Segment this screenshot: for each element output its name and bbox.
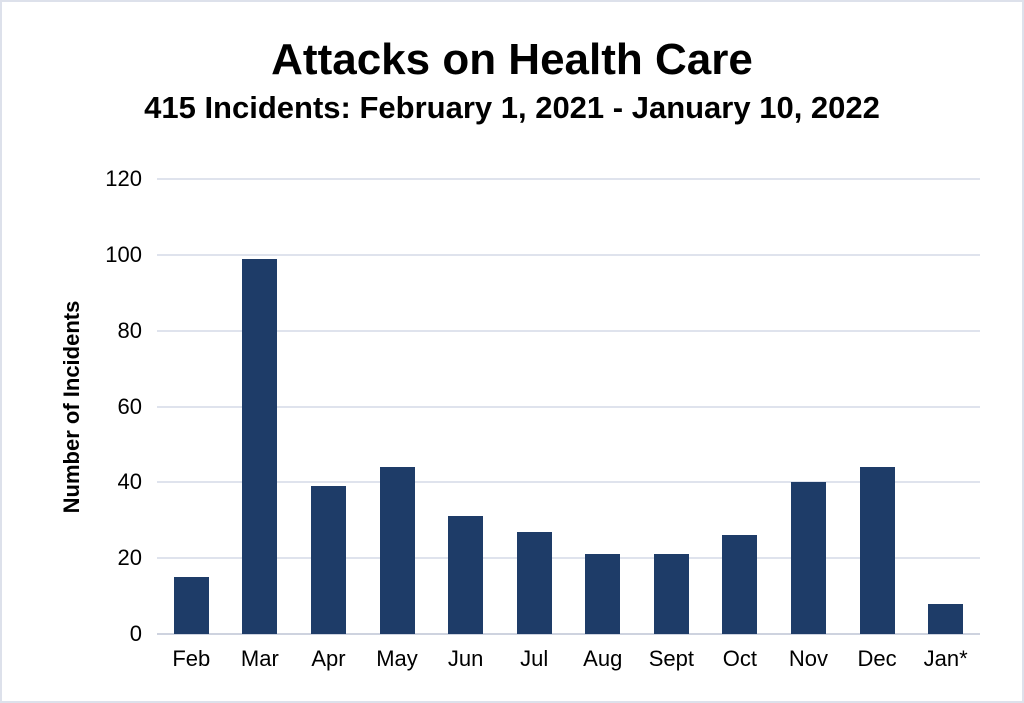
x-tick-label-Jun: Jun [447, 646, 484, 671]
chart-title: Attacks on Health Care [271, 35, 753, 84]
x-tick-label-Oct: Oct [722, 646, 758, 671]
bar-slot-Apr [294, 179, 363, 634]
bar-slot-Mar [226, 179, 295, 634]
gridline-0 [157, 633, 980, 635]
bar-Nov [790, 482, 826, 634]
x-tick-label-Jan: Jan* [923, 646, 968, 671]
x-tick-label-Feb: Feb [172, 646, 211, 671]
bar-slot-Feb [157, 179, 226, 634]
bar-Dec [859, 467, 895, 634]
gridline-100 [157, 253, 980, 256]
gridline-60 [157, 405, 980, 408]
x-tick-label-Apr: Apr [311, 646, 346, 671]
bar-slot-Aug [568, 179, 637, 634]
bar-Jul [516, 531, 552, 634]
gridline-120 [157, 178, 980, 180]
y-tick-label-100: 100 [105, 241, 142, 267]
gridline-20 [157, 557, 980, 560]
bar-Oct [722, 535, 758, 634]
bar-slot-Jan [911, 179, 980, 634]
bar-Apr [310, 486, 346, 634]
x-tick-label-Jul: Jul [520, 646, 549, 671]
bar-slot-Jun [431, 179, 500, 634]
bar-slot-Sept [637, 179, 706, 634]
bar-Aug [585, 554, 621, 634]
y-tick-label-40: 40 [117, 469, 142, 495]
y-tick-label-0: 0 [129, 621, 142, 646]
bar-slot-Oct [706, 179, 775, 634]
y-tick-label-60: 60 [117, 393, 142, 419]
bar-slot-Dec [843, 179, 912, 634]
x-tick-label-Mar: Mar [240, 646, 279, 671]
bar-series [157, 179, 980, 634]
y-axis-tick-labels: 0 20 40 60 80 100 120 [2, 166, 142, 646]
y-tick-label-20: 20 [117, 545, 142, 571]
bar-Feb [173, 577, 209, 634]
bar-May [379, 467, 415, 634]
gridline-40 [157, 481, 980, 484]
chart-subtitle: 415 Incidents: February 1, 2021 - Januar… [144, 90, 880, 125]
bar-slot-May [363, 179, 432, 634]
x-tick-label-May: May [376, 646, 418, 671]
plot-area [157, 178, 980, 635]
bar-slot-Nov [774, 179, 843, 634]
bar-Sept [653, 554, 689, 634]
x-tick-label-Aug: Aug [583, 646, 623, 671]
bar-Mar [242, 258, 278, 634]
bar-Jun [448, 516, 484, 634]
bar-Jan [928, 603, 964, 634]
x-axis-tick-labels: Feb Mar Apr May Jun Jul Aug Sept Oct Nov Dec Jan* [157, 646, 980, 672]
y-tick-label-120: 120 [105, 166, 142, 191]
x-tick-label-Sept: Sept [648, 646, 694, 671]
gridline-80 [157, 329, 980, 332]
x-tick-label-Dec: Dec [857, 646, 897, 671]
bar-slot-Jul [500, 179, 569, 634]
x-tick-label-Nov: Nov [788, 646, 829, 671]
y-tick-label-80: 80 [117, 317, 142, 343]
